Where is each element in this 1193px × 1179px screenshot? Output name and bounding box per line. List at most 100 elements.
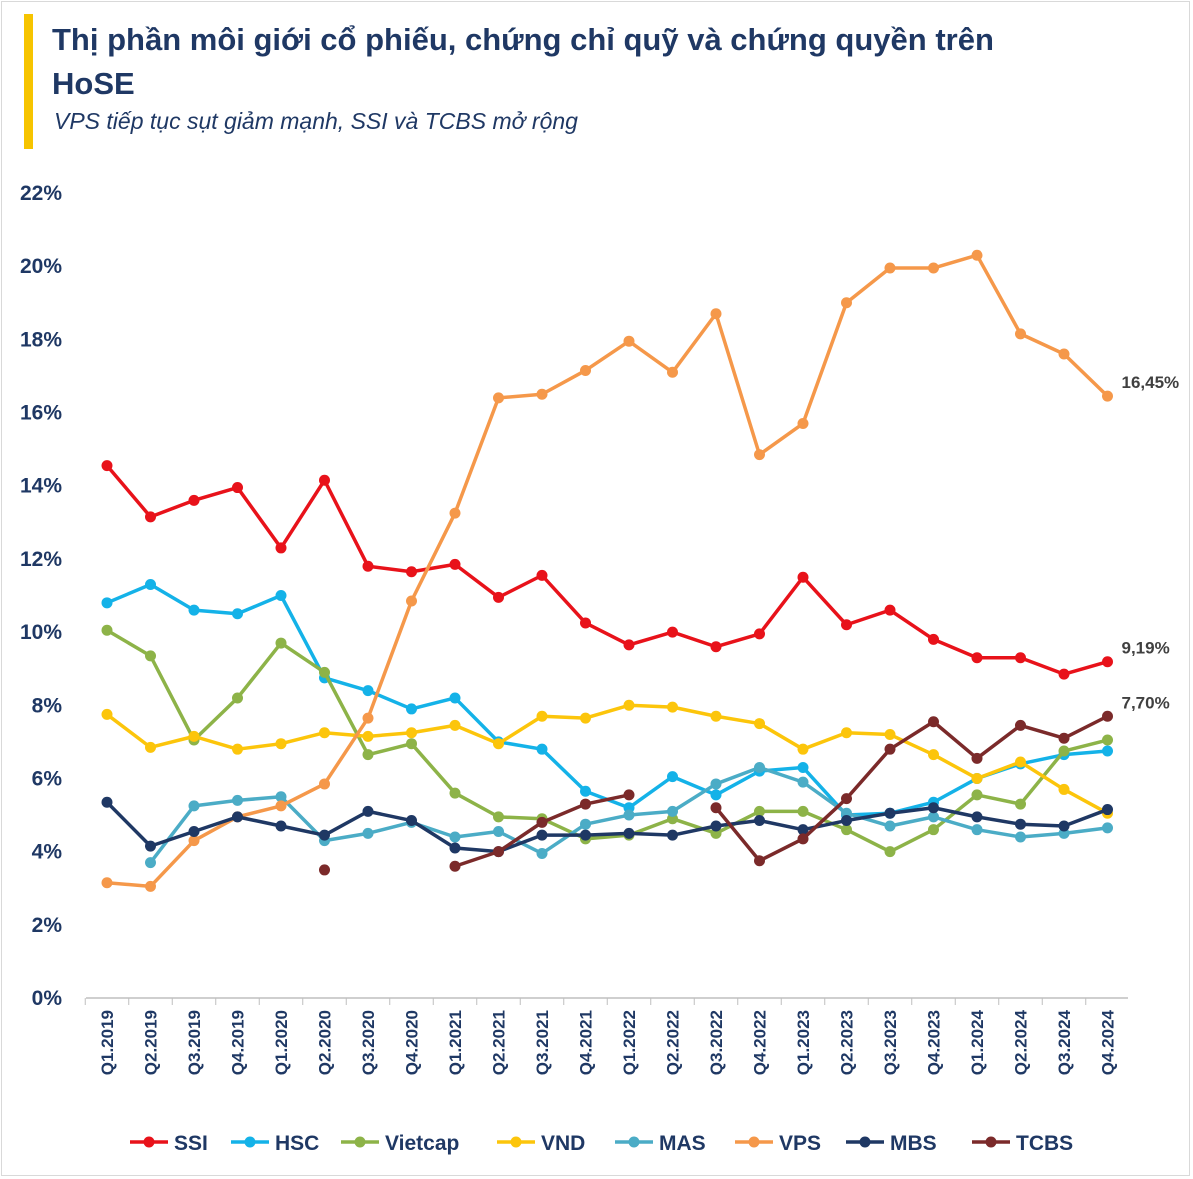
data-point [275,542,287,554]
data-point [145,741,156,753]
data-point [928,716,939,728]
data-point [971,249,983,261]
series-line [105,253,1110,889]
data-point [1015,756,1026,768]
legend-marker [748,1136,760,1148]
data-point [319,666,330,678]
legend-item: VPS [735,1132,821,1155]
data-point [232,692,243,704]
x-tick-label: Q1.2020 [272,1010,291,1075]
data-point [406,727,417,739]
data-point [841,619,852,631]
data-point [580,798,591,810]
data-point [275,820,287,832]
y-tick-label: 2% [32,914,63,937]
data-point [319,727,330,739]
legend: SSI HSC Vietcap VND MAS VPS MBS TCBS [130,1132,1073,1155]
data-point [145,511,156,523]
data-point [188,800,200,812]
x-tick-label: Q1.2021 [446,1010,465,1075]
data-point [710,308,722,320]
x-axis: Q1.2019 Q2.2019 Q3.2019 Q4.2019 Q1.2020 Q2.20… [84,997,1128,1075]
data-point [145,857,156,869]
data-point [275,637,287,649]
data-point [1058,732,1070,744]
data-point [971,652,983,664]
data-point [667,771,678,783]
x-tick-label: Q4.2020 [403,1010,422,1075]
x-tick-label: Q3.2023 [881,1010,900,1075]
data-point [754,718,765,730]
y-tick-label: 8% [32,694,63,717]
data-point [797,805,809,817]
legend-label: VND [541,1132,585,1155]
data-point [362,827,374,839]
legend-label: Vietcap [385,1132,459,1155]
data-point [1102,822,1113,834]
y-tick-label: 20% [20,255,62,278]
data-point [841,824,852,836]
data-point [971,752,983,764]
data-point [797,776,809,788]
data-point [1015,818,1026,830]
data-point [145,650,156,662]
series-line [714,714,1110,863]
x-tick-label: Q1.2022 [620,1010,639,1075]
data-point [884,846,896,858]
data-point [145,880,156,892]
data-point [188,835,200,847]
data-point [797,833,809,845]
x-tick-label: Q1.2023 [794,1010,813,1075]
data-point [1058,820,1070,832]
y-axis: 0% 2% 4% 6% 8% 10% 12% 14% 16% 18% 20% 22% [20,182,62,1010]
series-line [105,582,1110,817]
y-tick-label: 16% [20,402,62,425]
data-point [188,494,200,506]
chart-subtitle: VPS tiếp tục sụt giảm mạnh, SSI và TCBS … [54,108,578,134]
data-point [319,778,330,790]
legend-label: VPS [779,1132,821,1155]
data-point [449,558,461,570]
data-point [536,816,548,828]
series-vnd [101,699,1113,819]
legend-item: MAS [615,1132,706,1155]
data-point [449,831,461,843]
data-point [362,685,374,697]
data-point [884,729,896,741]
data-point [275,791,287,803]
series-line [105,628,1110,854]
data-point [667,366,678,378]
series-layer [101,249,1113,892]
x-tick-label: Q2.2023 [838,1010,857,1075]
data-point [1058,668,1070,680]
data-point [580,617,591,629]
data-point [580,829,591,841]
x-tick-label: Q2.2020 [316,1010,335,1075]
data-point [971,811,983,823]
data-point [406,566,417,578]
y-tick-label: 12% [20,548,62,571]
x-tick-label: Q2.2019 [142,1010,161,1075]
x-tick-label: Q3.2020 [359,1010,378,1075]
data-point [145,579,156,591]
data-point [580,712,591,724]
series-vietcap [101,624,1113,858]
data-label: 7,70% [1122,693,1170,712]
x-tick-label: Q4.2021 [577,1010,596,1075]
data-label: 9,19% [1122,639,1170,658]
data-point [667,701,678,713]
data-point [275,738,287,750]
series-line [105,463,1110,676]
data-point [449,719,461,731]
data-point [754,855,765,867]
data-point [841,297,852,309]
data-point [188,730,200,742]
data-point [580,785,591,797]
title-accent-bar [24,14,33,149]
data-label: 16,45% [1122,373,1180,392]
data-point [928,633,939,645]
legend-item: Vietcap [341,1132,459,1155]
x-tick-label: Q2.2022 [664,1010,683,1075]
